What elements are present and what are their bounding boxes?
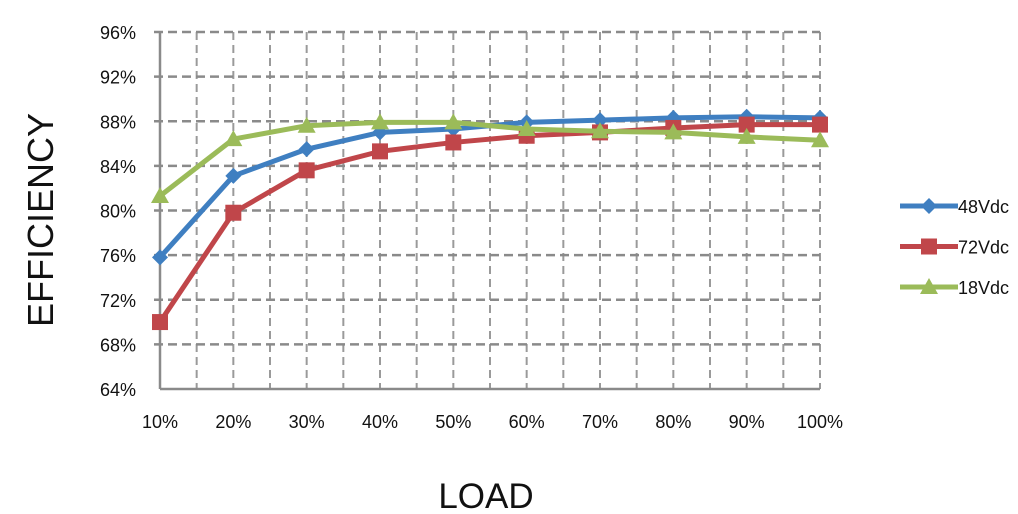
legend-label: 18Vdc	[958, 278, 1009, 298]
data-point	[225, 204, 242, 221]
data-point	[224, 130, 243, 147]
data-point	[151, 186, 169, 203]
series-line	[158, 119, 821, 198]
data-point	[811, 131, 829, 148]
y-axis-label: EFFICIENCY	[20, 113, 61, 327]
y-tick-label: 68%	[100, 335, 136, 355]
legend-marker	[921, 238, 937, 255]
y-tick-labels: 64% 68% 72% 76% 80% 84% 88% 92% 96%	[100, 23, 136, 400]
x-tick-label: 30%	[289, 412, 325, 432]
data-point	[812, 116, 828, 133]
series-line	[157, 122, 820, 324]
y-tick-label: 72%	[100, 291, 136, 311]
x-tick-labels: 10% 20% 30% 40% 50% 60% 70% 80% 90% 100%	[142, 412, 843, 432]
data-point	[517, 120, 536, 137]
series-group	[151, 108, 829, 331]
data-point	[738, 116, 755, 133]
x-tick-label: 80%	[655, 412, 691, 432]
data-point	[664, 123, 683, 140]
legend: 48Vdc 72Vdc 18Vdc	[900, 197, 1009, 298]
legend-marker	[920, 278, 938, 294]
y-tick-label: 88%	[100, 112, 136, 132]
x-tick-label: 10%	[142, 412, 178, 432]
data-point	[737, 127, 756, 144]
legend-label: 72Vdc	[958, 238, 1009, 258]
x-axis-label: LOAD	[438, 477, 533, 514]
x-tick-label: 100%	[797, 412, 843, 432]
legend-item: 18Vdc	[900, 278, 1009, 298]
data-point	[371, 113, 389, 130]
x-tick-label: 50%	[435, 412, 471, 432]
y-tick-label: 76%	[100, 246, 136, 266]
legend-item: 72Vdc	[900, 238, 1009, 258]
data-point	[297, 116, 316, 133]
legend-label: 48Vdc	[958, 197, 1009, 217]
data-point	[298, 162, 315, 179]
x-tick-label: 90%	[729, 412, 765, 432]
data-point	[152, 249, 168, 266]
y-tick-label: 80%	[100, 202, 136, 222]
data-point	[444, 113, 463, 130]
y-tick-label: 92%	[100, 68, 136, 88]
data-point	[298, 141, 315, 158]
data-point	[225, 167, 242, 184]
x-tick-label: 40%	[362, 412, 398, 432]
data-point	[445, 134, 462, 151]
y-tick-label: 96%	[100, 23, 136, 43]
data-point	[592, 112, 608, 129]
data-point	[591, 122, 609, 139]
y-tick-label: 84%	[100, 157, 136, 177]
x-tick-label: 20%	[215, 412, 251, 432]
x-tick-label: 60%	[509, 412, 545, 432]
series-18Vdc	[151, 113, 829, 203]
data-point	[152, 314, 168, 331]
grid	[154, 30, 821, 391]
y-tick-label: 64%	[100, 380, 136, 400]
legend-marker	[921, 198, 937, 214]
data-point	[372, 143, 388, 160]
legend-item: 48Vdc	[900, 197, 1009, 217]
x-tick-label: 70%	[582, 412, 618, 432]
